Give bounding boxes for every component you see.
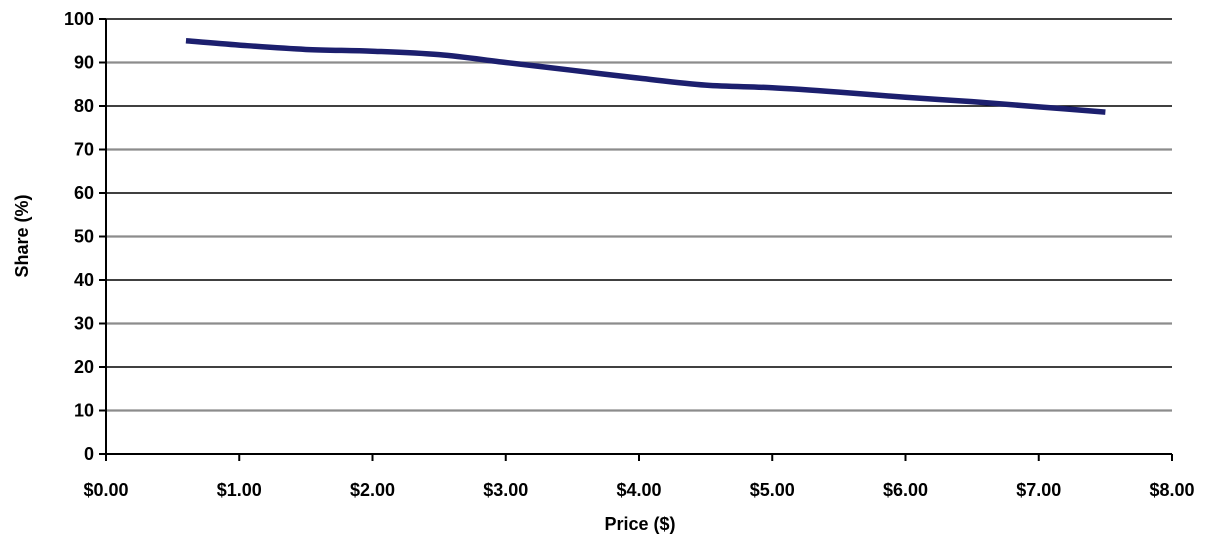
x-tick-label: $4.00 [616,480,661,500]
y-tick-label: 90 [74,53,94,73]
y-tick-label: 50 [74,227,94,247]
y-tick-labels: 0 10 20 30 40 50 60 70 80 90 100 [64,9,94,464]
x-tick-label: $0.00 [83,480,128,500]
y-axis-title: Share (%) [12,194,32,277]
x-tick-label: $1.00 [217,480,262,500]
gridlines [106,18,1172,412]
x-tick-label: $5.00 [750,480,795,500]
y-tick-label: 80 [74,96,94,116]
x-tick-label: $8.00 [1149,480,1194,500]
y-tick-label: 70 [74,140,94,160]
y-tick-label: 40 [74,270,94,290]
y-tick-label: 10 [74,401,94,421]
y-tick-label: 100 [64,9,94,29]
x-tick-label: $2.00 [350,480,395,500]
x-tick-label: $7.00 [1016,480,1061,500]
y-tick-label: 60 [74,183,94,203]
y-tick-label: 0 [84,444,94,464]
y-tick-label: 20 [74,357,94,377]
x-tick-label: $3.00 [483,480,528,500]
axes [99,18,1173,461]
x-tick-labels: $0.00 $1.00 $2.00 $3.00 $4.00 $5.00 $6.00 $7.00… [83,480,1194,500]
x-tick-label: $6.00 [883,480,928,500]
series-layer [185,38,1106,115]
x-axis-title: Price ($) [604,514,675,534]
y-tick-label: 30 [74,314,94,334]
series-line [185,38,1106,115]
